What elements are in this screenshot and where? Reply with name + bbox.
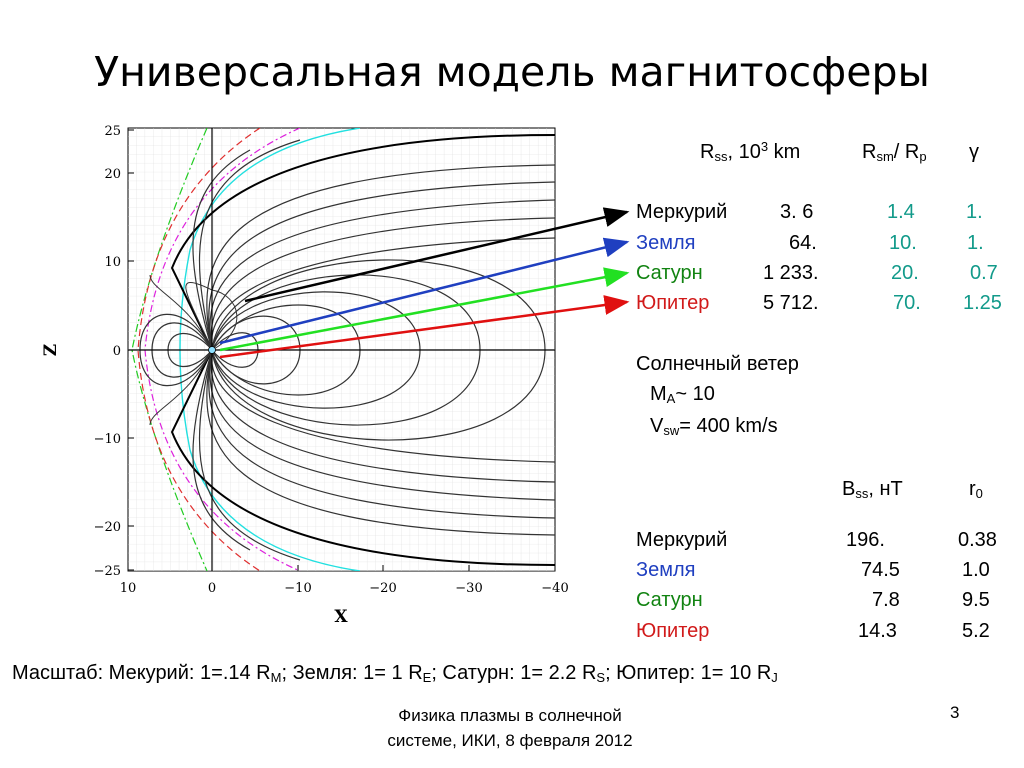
z-tick-label: −25 <box>94 564 121 579</box>
bss-value: 196. <box>846 529 885 551</box>
r0-value: 0.38 <box>958 529 997 551</box>
rsm-value: 1.4 <box>887 201 915 223</box>
solar-wind-title: Солнечный ветер <box>636 353 799 375</box>
x-axis-label: X <box>334 607 348 627</box>
gamma-value: 0.7 <box>970 262 998 284</box>
x-tick-label: −30 <box>455 581 482 596</box>
north-boundary-line <box>170 134 555 351</box>
r0-value: 5.2 <box>962 620 990 642</box>
planet-icon <box>208 346 216 354</box>
planet-name-saturn: Сатурн <box>636 589 703 611</box>
south-boundary-line <box>170 349 555 566</box>
header-gamma: γ <box>969 141 979 163</box>
x-tick-label: −40 <box>541 581 568 596</box>
bss-value: 14.3 <box>858 620 897 642</box>
earth-arrow <box>219 237 630 345</box>
z-tick-label: 25 <box>104 124 121 139</box>
mercury-arrow <box>244 207 630 303</box>
solar-wind-speed: Vsw= 400 km/s <box>650 415 778 438</box>
x-tick-label: 10 <box>120 581 137 596</box>
footer-line: Физика плазмы в солнечной <box>398 706 622 725</box>
z-tick-label: 0 <box>113 344 121 359</box>
jupiter-boundary-curve <box>137 128 261 571</box>
rsm-value: 20. <box>891 262 919 284</box>
planet-name-earth: Земля <box>636 559 696 581</box>
planet-name-mercury: Меркурий <box>636 529 728 551</box>
field-lines <box>128 128 555 571</box>
gamma-value: 1.25 <box>963 292 1002 314</box>
z-tick-label: −20 <box>94 520 121 535</box>
header-rsm-rp: Rsm/ Rp <box>862 141 927 164</box>
gamma-value: 1. <box>966 201 983 223</box>
x-tick-label: 0 <box>208 581 216 596</box>
r0-value: 1.0 <box>962 559 990 581</box>
rss-value: 3. 6 <box>780 201 814 223</box>
bss-value: 7.8 <box>872 589 900 611</box>
planet-name-jupiter: Юпитер <box>636 620 710 642</box>
planet-name-saturn: Сатурн <box>636 262 703 284</box>
bss-value: 74.5 <box>861 559 900 581</box>
scale-line: Масштаб: Мекурий: 1=.14 RM; Земля: 1= 1 … <box>12 662 778 685</box>
z-tick-label: −10 <box>94 432 121 447</box>
gamma-value: 1. <box>967 232 984 254</box>
saturn-arrow <box>219 267 630 352</box>
header-r0: r0 <box>969 478 983 501</box>
z-tick-label: 20 <box>104 167 121 182</box>
header-rss: Rss, 103 km <box>700 139 801 164</box>
z-tick-label: 10 <box>104 255 121 270</box>
z-axis-label: Z <box>41 344 61 356</box>
page-number: 3 <box>950 703 960 722</box>
planet-name-mercury: Меркурий <box>636 201 728 223</box>
slide-title: Универсальная модель магнитосферы <box>94 48 930 96</box>
rss-value: 64. <box>789 232 817 254</box>
r0-value: 9.5 <box>962 589 990 611</box>
jupiter-arrow <box>219 295 630 359</box>
rss-value: 5 712. <box>763 292 819 314</box>
rss-value: 1 233. <box>763 262 819 284</box>
planet-name-earth: Земля <box>636 232 696 254</box>
rsm-value: 10. <box>889 232 917 254</box>
header-bss: Bss, нТ <box>842 478 903 501</box>
saturn-boundary-curve <box>131 128 208 571</box>
x-tick-label: −20 <box>369 581 396 596</box>
planet-name-jupiter: Юпитер <box>636 292 710 314</box>
rsm-value: 70. <box>893 292 921 314</box>
x-tick-label: −10 <box>284 581 311 596</box>
alfven-mach-number: MA~ 10 <box>650 383 715 406</box>
slide-footer: Физика плазмы в солнечной системе, ИКИ, … <box>330 703 690 753</box>
axis-ticks <box>127 129 556 571</box>
footer-line: системе, ИКИ, 8 февраля 2012 <box>387 731 633 750</box>
